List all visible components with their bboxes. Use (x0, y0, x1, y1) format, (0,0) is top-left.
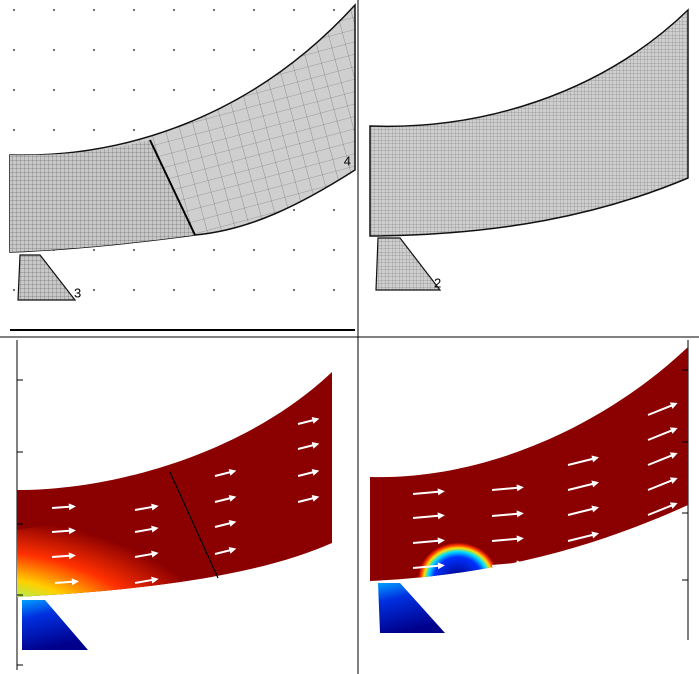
flow-arrow-head (591, 455, 600, 463)
flow-arrow (567, 507, 595, 516)
flow-arrow-head (228, 468, 237, 476)
flow-arrow-head (437, 537, 445, 545)
flow-arrow-head (516, 510, 524, 518)
flow-arrow-head (151, 576, 159, 584)
flow-arrow-head (151, 550, 159, 558)
region-label: 3 (74, 285, 81, 300)
flow-arrow (647, 428, 674, 441)
flow-arrow (567, 533, 595, 542)
flow-arrow-head (437, 512, 445, 520)
flow-arrow (412, 514, 440, 519)
flow-arrow (412, 564, 440, 569)
flow-arrow-head (669, 402, 678, 409)
field-blob (17, 525, 220, 597)
flow-arrow-head (151, 525, 159, 533)
flow-arrow-head (516, 535, 524, 543)
mesh-panel-left: 3 4 (9, 3, 356, 331)
flow-arrow (134, 505, 154, 511)
interface-line (149, 139, 196, 236)
flow-arrow-head (228, 519, 237, 527)
foot-field (378, 583, 445, 633)
foot-mesh (375, 237, 442, 291)
flow-arrow (297, 470, 315, 477)
foot-mesh (17, 254, 77, 301)
flow-arrow-head (228, 494, 237, 502)
flow-arrow-head (669, 427, 678, 434)
flow-arrow-head (311, 416, 320, 424)
region-label: 4 (344, 153, 351, 168)
flow-arrow (647, 478, 674, 491)
mesh-panel-right: 2 (369, 8, 689, 291)
flow-arrow (51, 554, 72, 558)
flow-arrow (491, 562, 519, 567)
field-panel-left (16, 340, 332, 670)
flow-arrow-head (516, 560, 524, 568)
flow-arrow (214, 496, 232, 503)
flow-arrow (134, 578, 154, 584)
flow-arrow-head (68, 527, 76, 535)
flow-arrow (491, 512, 519, 517)
flow-arrow-head (311, 468, 320, 476)
flow-arrow (297, 496, 315, 503)
flow-arrow-head (71, 578, 79, 586)
flow-arrow (51, 505, 72, 509)
flow-arrow-head (591, 505, 600, 513)
flow-arrow-head (68, 503, 76, 511)
flow-arrow-head (669, 502, 678, 509)
flow-arrow (297, 443, 315, 450)
flow-arrow-head (516, 484, 524, 492)
interface-line (169, 471, 219, 579)
flow-arrow (134, 552, 154, 558)
flow-arrow (214, 548, 232, 555)
region-label: 2 (434, 275, 441, 290)
domain-mesh (369, 8, 689, 237)
flow-arrow-head (151, 503, 159, 511)
flow-arrow-head (437, 562, 445, 570)
flow-arrow (214, 470, 232, 477)
flow-arrow-head (311, 494, 320, 502)
flow-arrow-head (669, 477, 678, 484)
flow-arrow-head (311, 441, 320, 449)
flow-arrow (297, 418, 315, 425)
flow-arrow (567, 482, 595, 491)
flow-arrow (647, 403, 674, 416)
flow-arrow-head (591, 480, 600, 488)
flow-arrow-head (669, 452, 678, 459)
field-panel-right (370, 340, 689, 640)
foot-field (22, 600, 88, 650)
flow-arrow (412, 490, 440, 495)
flow-arrow-head (228, 546, 237, 554)
flow-arrow (491, 486, 519, 491)
field-blob (418, 539, 498, 581)
flow-arrow (491, 537, 519, 542)
field-domain (370, 347, 688, 581)
flow-arrow-head (591, 531, 600, 539)
flow-arrow (647, 503, 674, 516)
flow-arrow (647, 453, 674, 466)
flow-arrow (51, 529, 72, 533)
flow-arrow-head (68, 552, 76, 560)
flow-arrow (214, 521, 232, 528)
flow-arrow-head (437, 488, 445, 496)
flow-arrow (54, 580, 75, 584)
flow-arrow (134, 527, 154, 533)
flow-arrow (412, 539, 440, 544)
flow-arrow (567, 457, 595, 466)
